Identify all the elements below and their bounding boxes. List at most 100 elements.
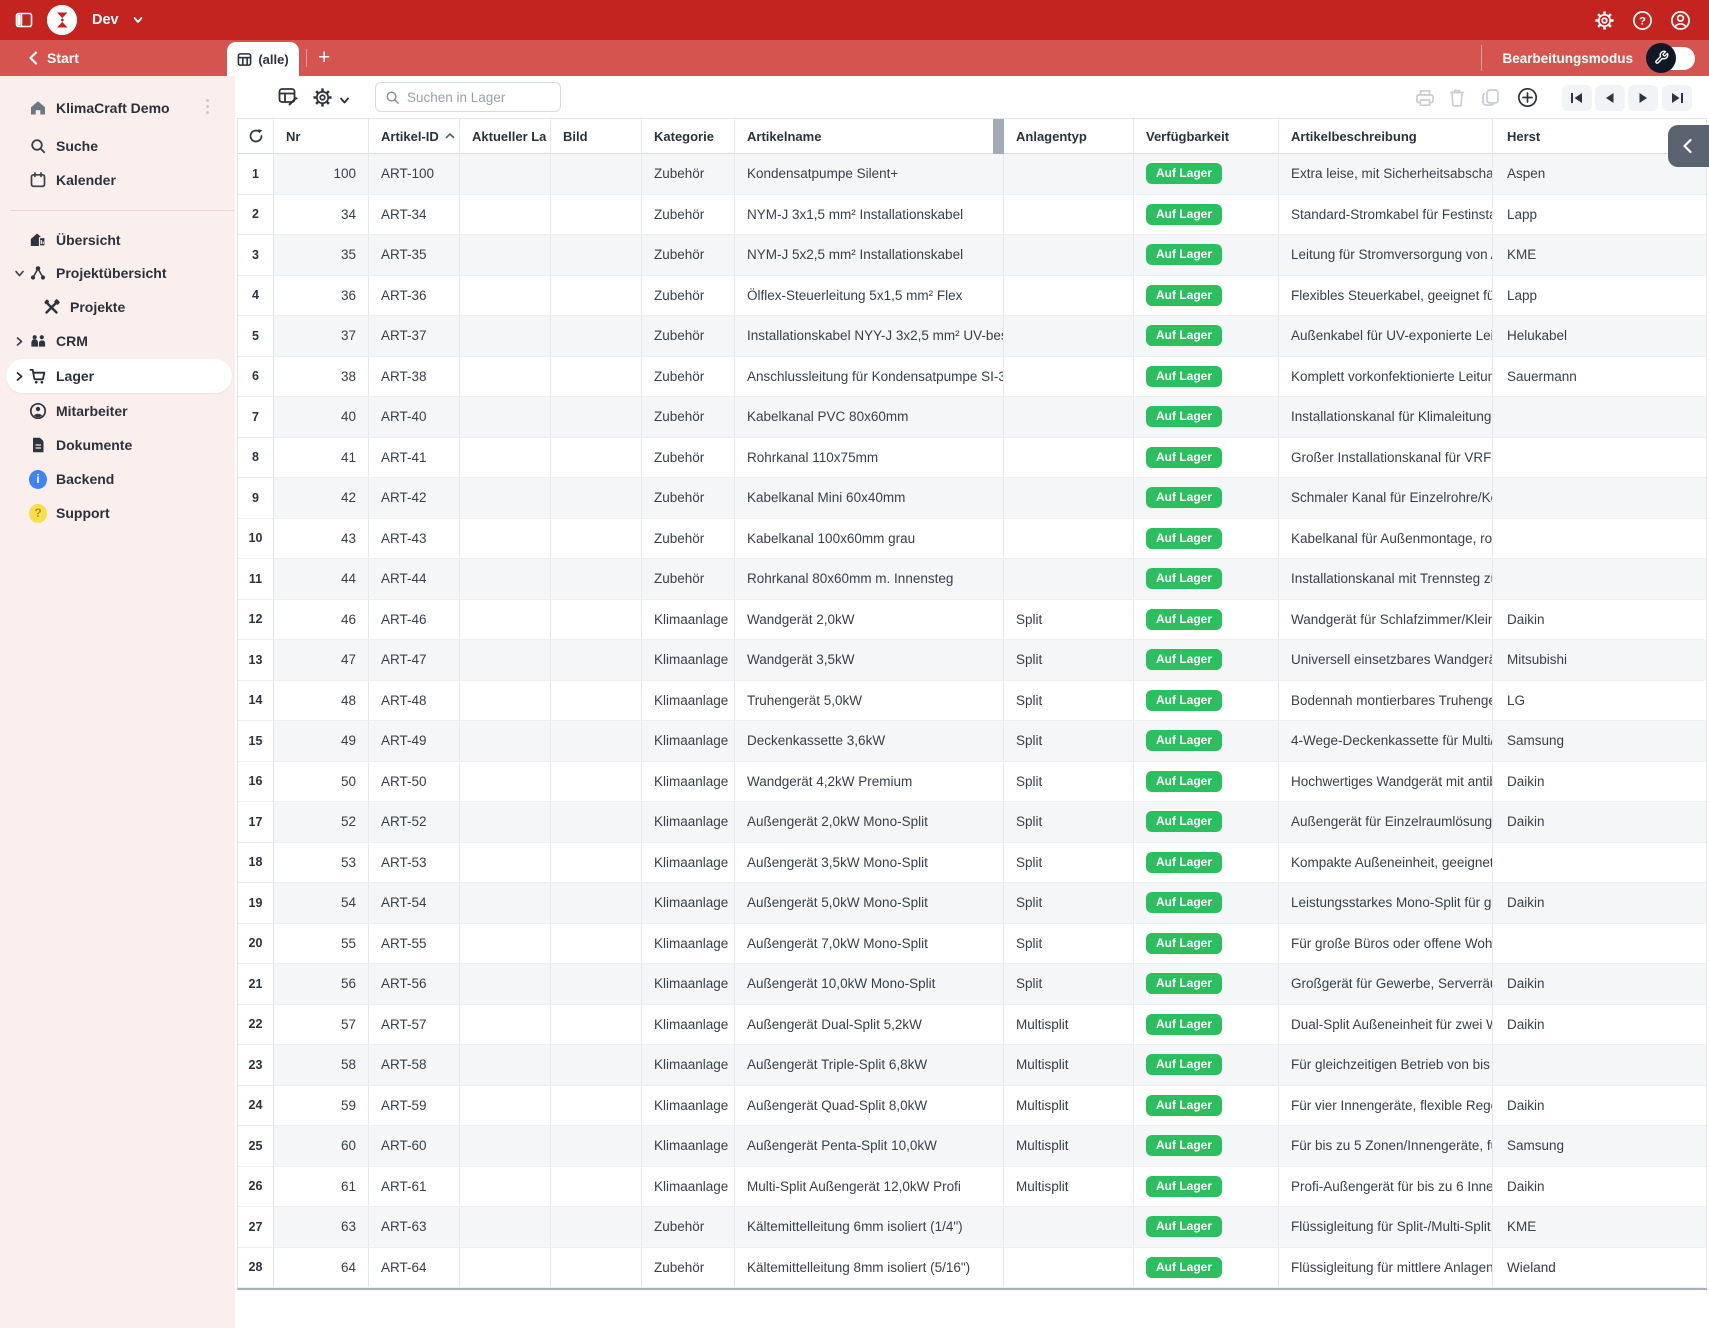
column-header-nr[interactable]: Nr (274, 119, 369, 154)
cell-verfuegbarkeit[interactable]: Auf Lager (1134, 761, 1279, 802)
cell-nr[interactable]: 35 (274, 235, 369, 276)
cell-kategorie[interactable]: Zubehör (642, 316, 735, 357)
row-number[interactable]: 23 (238, 1045, 274, 1086)
cell-hersteller[interactable]: KME (1493, 1207, 1707, 1248)
cell-artikelname[interactable]: Kältemittelleitung 8mm isoliert (5/16") (735, 1247, 1004, 1288)
cell-anlagentyp[interactable] (1004, 194, 1134, 235)
cell-kategorie[interactable]: Zubehör (642, 1207, 735, 1248)
cell-aktueller-lagerbestand[interactable] (460, 316, 551, 357)
cell-verfuegbarkeit[interactable]: Auf Lager (1134, 842, 1279, 883)
cell-artikelname[interactable]: Multi-Split Außengerät 12,0kW Profi (735, 1166, 1004, 1207)
cell-verfuegbarkeit[interactable]: Auf Lager (1134, 640, 1279, 681)
cell-anlagentyp[interactable]: Multisplit (1004, 1085, 1134, 1126)
cell-aktueller-lagerbestand[interactable] (460, 1247, 551, 1288)
cell-aktueller-lagerbestand[interactable] (460, 1126, 551, 1167)
cell-artikelname[interactable]: NYM-J 3x1,5 mm² Installationskabel (735, 194, 1004, 235)
cell-artikelbeschreibung[interactable]: Flexibles Steuerkabel, geeignet für An (1279, 275, 1493, 316)
table-row[interactable]: 22 57 ART-57 Klimaanlage Außengerät Dual-Spl… (238, 1004, 1707, 1045)
cell-bild[interactable] (551, 1207, 642, 1248)
cell-aktueller-lagerbestand[interactable] (460, 680, 551, 721)
cell-bild[interactable] (551, 640, 642, 681)
cell-verfuegbarkeit[interactable]: Auf Lager (1134, 478, 1279, 519)
cell-kategorie[interactable]: Klimaanlage (642, 1045, 735, 1086)
table-row[interactable]: 24 59 ART-59 Klimaanlage Außengerät Quad-Spl… (238, 1085, 1707, 1126)
row-number[interactable]: 18 (238, 842, 274, 883)
cell-hersteller[interactable] (1493, 397, 1707, 438)
cell-artikelbeschreibung[interactable]: Außengerät für Einzelraumlösung, pa (1279, 802, 1493, 843)
table-row[interactable]: 27 63 ART-63 Zubehör Kältemittelleitung 6mm … (238, 1207, 1707, 1248)
cell-artikelname[interactable]: Deckenkassette 3,6kW (735, 721, 1004, 762)
table-row[interactable]: 6 38 ART-38 Zubehör Anschlussleitung für Kon… (238, 356, 1707, 397)
cell-anlagentyp[interactable]: Multisplit (1004, 1045, 1134, 1086)
cell-nr[interactable]: 37 (274, 316, 369, 357)
cell-artikelbeschreibung[interactable]: Installationskanal mit Trennsteg zur g (1279, 559, 1493, 600)
cell-kategorie[interactable]: Klimaanlage (642, 842, 735, 883)
table-row[interactable]: 25 60 ART-60 Klimaanlage Außengerät Penta-Sp… (238, 1126, 1707, 1167)
cell-bild[interactable] (551, 275, 642, 316)
cell-artikel-id[interactable]: ART-52 (369, 802, 460, 843)
cell-kategorie[interactable]: Zubehör (642, 154, 735, 195)
cell-anlagentyp[interactable] (1004, 235, 1134, 276)
cell-verfuegbarkeit[interactable]: Auf Lager (1134, 154, 1279, 195)
sidebar-item-lager[interactable]: Lager (0, 359, 235, 393)
cell-artikelbeschreibung[interactable]: Flüssigleitung für mittlere Anlagen, U (1279, 1247, 1493, 1288)
column-header-artikel-id[interactable]: Artikel-ID (369, 119, 460, 154)
cell-artikelname[interactable]: Kältemittelleitung 6mm isoliert (1/4") (735, 1207, 1004, 1248)
cell-artikel-id[interactable]: ART-60 (369, 1126, 460, 1167)
table-row[interactable]: 7 40 ART-40 Zubehör Kabelkanal PVC 80x60mm Au… (238, 397, 1707, 438)
row-number[interactable]: 19 (238, 883, 274, 924)
cell-artikelname[interactable]: Installationskabel NYY-J 3x2,5 mm² UV-be… (735, 316, 1004, 357)
cell-artikelbeschreibung[interactable]: Flüssigleitung für Split-/Multi-Split, v… (1279, 1207, 1493, 1248)
cell-artikelbeschreibung[interactable]: Großer Installationskanal für VRF-Leit (1279, 437, 1493, 478)
cell-artikelbeschreibung[interactable]: Außenkabel für UV-exponierte Leitun (1279, 316, 1493, 357)
column-header-artikelname[interactable]: Artikelname (735, 119, 1004, 154)
cell-anlagentyp[interactable]: Split (1004, 721, 1134, 762)
cell-artikel-id[interactable]: ART-57 (369, 1004, 460, 1045)
cell-kategorie[interactable]: Zubehör (642, 194, 735, 235)
row-number[interactable]: 20 (238, 923, 274, 964)
cell-artikel-id[interactable]: ART-58 (369, 1045, 460, 1086)
cell-artikelname[interactable]: Außengerät Penta-Split 10,0kW (735, 1126, 1004, 1167)
cell-artikel-id[interactable]: ART-53 (369, 842, 460, 883)
cell-nr[interactable]: 53 (274, 842, 369, 883)
cell-artikelbeschreibung[interactable]: Leitung für Stromversorgung von Auß (1279, 235, 1493, 276)
table-row[interactable]: 8 41 ART-41 Zubehör Rohrkanal 110x75mm Auf La… (238, 437, 1707, 478)
row-number[interactable]: 13 (238, 640, 274, 681)
cell-anlagentyp[interactable]: Multisplit (1004, 1126, 1134, 1167)
previous-record-icon[interactable] (1595, 85, 1625, 111)
table-row[interactable]: 16 50 ART-50 Klimaanlage Wandgerät 4,2kW Pre… (238, 761, 1707, 802)
cell-bild[interactable] (551, 842, 642, 883)
cell-nr[interactable]: 36 (274, 275, 369, 316)
cell-verfuegbarkeit[interactable]: Auf Lager (1134, 923, 1279, 964)
cell-nr[interactable]: 59 (274, 1085, 369, 1126)
help-icon[interactable]: ? (1632, 10, 1653, 31)
table-row[interactable]: 5 37 ART-37 Zubehör Installationskabel NYY-J… (238, 316, 1707, 357)
cell-artikel-id[interactable]: ART-63 (369, 1207, 460, 1248)
cell-hersteller[interactable]: Wieland (1493, 1247, 1707, 1288)
cell-bild[interactable] (551, 680, 642, 721)
chevron-down-icon[interactable] (13, 267, 25, 279)
cell-bild[interactable] (551, 356, 642, 397)
cell-nr[interactable]: 64 (274, 1247, 369, 1288)
cell-artikelbeschreibung[interactable]: Kabelkanal für Außenmontage, robus (1279, 518, 1493, 559)
cell-kategorie[interactable]: Klimaanlage (642, 721, 735, 762)
cell-artikel-id[interactable]: ART-37 (369, 316, 460, 357)
cell-verfuegbarkeit[interactable]: Auf Lager (1134, 883, 1279, 924)
cell-artikelname[interactable]: Kabelkanal PVC 80x60mm (735, 397, 1004, 438)
cell-kategorie[interactable]: Klimaanlage (642, 1126, 735, 1167)
cell-bild[interactable] (551, 883, 642, 924)
cell-hersteller[interactable] (1493, 842, 1707, 883)
cell-aktueller-lagerbestand[interactable] (460, 842, 551, 883)
cell-hersteller[interactable]: Samsung (1493, 721, 1707, 762)
cell-kategorie[interactable]: Klimaanlage (642, 923, 735, 964)
add-tab-button[interactable]: + (318, 46, 331, 69)
cell-nr[interactable]: 42 (274, 478, 369, 519)
cell-bild[interactable] (551, 964, 642, 1005)
cell-bild[interactable] (551, 1085, 642, 1126)
cell-kategorie[interactable]: Zubehör (642, 1247, 735, 1288)
edit-table-icon[interactable] (278, 87, 300, 112)
cell-aktueller-lagerbestand[interactable] (460, 559, 551, 600)
cell-artikelname[interactable]: Rohrkanal 110x75mm (735, 437, 1004, 478)
cell-aktueller-lagerbestand[interactable] (460, 437, 551, 478)
cell-artikel-id[interactable]: ART-59 (369, 1085, 460, 1126)
